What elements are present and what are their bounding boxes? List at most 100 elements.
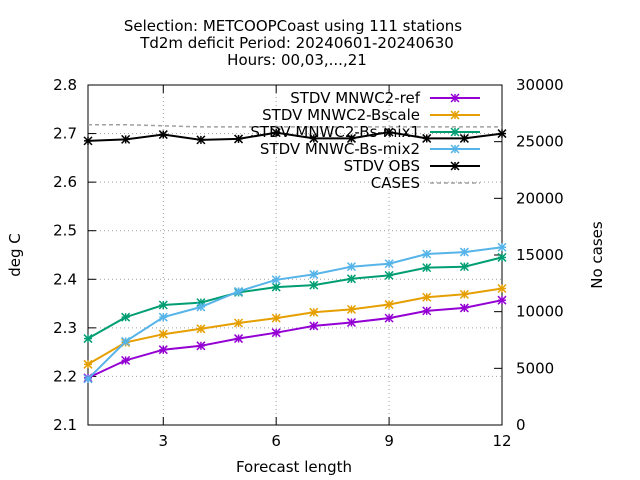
- legend-label: STDV MNWC2-Bs-mix1: [250, 123, 420, 141]
- legend-label: STDV MNWC2-ref: [290, 89, 420, 107]
- data-point: [234, 334, 244, 344]
- legend-item: STDV MNWC2-ref: [290, 89, 480, 107]
- legend-label: STDV MNWC2-Bscale: [262, 106, 420, 124]
- y-tick-label: 2.8: [53, 76, 77, 94]
- x-tick-label: 9: [384, 432, 394, 450]
- y2-tick-label: 15000: [516, 246, 564, 264]
- data-point: [384, 259, 394, 269]
- data-point: [158, 345, 168, 355]
- data-point: [83, 334, 93, 344]
- title-line-3: Hours: 00,03,...,21: [227, 51, 367, 69]
- data-point: [497, 252, 507, 262]
- legend-marker: [450, 161, 460, 171]
- data-point: [384, 300, 394, 310]
- y-tick-label: 2.2: [53, 367, 77, 385]
- data-point: [459, 133, 469, 143]
- legend-label: STDV OBS: [344, 157, 420, 175]
- y2-tick-label: 5000: [516, 359, 554, 377]
- legend-marker: [450, 93, 460, 103]
- legend-item: CASES: [371, 174, 480, 192]
- data-point: [384, 270, 394, 280]
- series-line: [87, 287, 503, 366]
- data-point: [497, 295, 507, 305]
- series-line: [87, 131, 503, 142]
- legend-marker: [450, 127, 460, 137]
- data-point: [158, 130, 168, 140]
- x-axis: 3 6 9 12: [158, 85, 512, 450]
- data-point: [309, 269, 319, 279]
- legend-label: CASES: [371, 174, 420, 192]
- y-tick-label: 2.3: [53, 319, 77, 337]
- data-point: [121, 312, 131, 322]
- data-point: [234, 318, 244, 328]
- legend-marker: [450, 110, 460, 120]
- data-point: [346, 133, 356, 143]
- y2-axis-label: No cases: [588, 221, 606, 289]
- data-point: [83, 136, 93, 146]
- y-axis-label: deg C: [6, 233, 24, 277]
- data-point: [271, 275, 281, 285]
- data-point: [271, 328, 281, 338]
- data-point: [384, 127, 394, 137]
- x-tick-label: 6: [271, 432, 281, 450]
- data-point: [234, 134, 244, 144]
- data-point: [422, 306, 432, 316]
- data-point: [158, 300, 168, 310]
- chart-title: Selection: METCOOPCoast using 111 statio…: [124, 17, 462, 69]
- data-point: [83, 359, 93, 369]
- data-point: [459, 247, 469, 257]
- data-point: [121, 355, 131, 365]
- legend-marker: [450, 144, 460, 154]
- y-tick-label: 2.6: [53, 173, 77, 191]
- data-point: [422, 133, 432, 143]
- series-group: [83, 123, 507, 384]
- series-4: [83, 127, 507, 146]
- data-point: [271, 313, 281, 323]
- series-3: [83, 242, 507, 384]
- series-1: [83, 283, 507, 369]
- data-point: [346, 304, 356, 314]
- data-point: [497, 242, 507, 252]
- x-tick-label: 12: [492, 432, 511, 450]
- y-tick-label: 2.4: [53, 270, 77, 288]
- data-point: [121, 134, 131, 144]
- y2-tick-label: 20000: [516, 189, 564, 207]
- y2-tick-label: 25000: [516, 133, 564, 151]
- data-point: [459, 262, 469, 272]
- data-point: [497, 283, 507, 294]
- data-point: [158, 329, 168, 339]
- data-point: [422, 263, 432, 273]
- legend-item: STDV MNWC2-Bs-mix1: [250, 123, 480, 141]
- series-line: [88, 123, 502, 128]
- data-point: [422, 249, 432, 259]
- data-point: [196, 324, 206, 334]
- data-point: [309, 133, 319, 143]
- data-point: [196, 341, 206, 351]
- data-point: [346, 317, 356, 328]
- data-point: [346, 274, 356, 284]
- data-point: [459, 289, 469, 299]
- data-point: [422, 292, 432, 302]
- data-point: [234, 286, 244, 296]
- data-point: [346, 262, 356, 272]
- grid-lines: [88, 85, 502, 425]
- y-tick-label: 2.5: [53, 222, 77, 240]
- y2-tick-label: 30000: [516, 76, 564, 94]
- series-0: [83, 295, 507, 383]
- data-point: [309, 321, 319, 331]
- x-tick-label: 3: [158, 432, 168, 450]
- data-point: [384, 313, 394, 323]
- legend-item: STDV OBS: [344, 157, 480, 175]
- data-point: [459, 303, 469, 313]
- y2-axis: 0 5000 10000 15000 20000 25000 30000: [494, 76, 564, 434]
- series-line: [87, 299, 503, 379]
- data-point: [158, 312, 168, 322]
- y2-tick-label: 0: [516, 416, 526, 434]
- data-point: [309, 280, 319, 290]
- x-axis-label: Forecast length: [236, 458, 352, 476]
- title-line-1: Selection: METCOOPCoast using 111 statio…: [124, 17, 462, 35]
- y2-tick-label: 10000: [516, 303, 564, 321]
- series-line: [87, 256, 503, 340]
- data-point: [271, 128, 281, 138]
